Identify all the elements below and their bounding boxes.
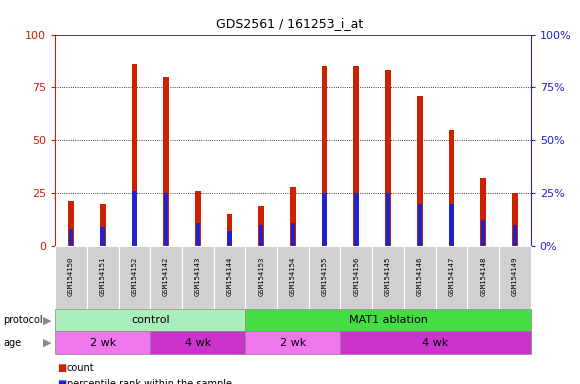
Text: ■: ■ bbox=[57, 379, 66, 384]
Bar bbox=[245, 246, 277, 309]
Bar bbox=[55, 331, 150, 354]
Bar bbox=[436, 246, 467, 309]
Bar bbox=[150, 246, 182, 309]
Bar bbox=[227, 214, 233, 246]
Text: 4 wk: 4 wk bbox=[422, 338, 449, 348]
Bar bbox=[195, 191, 201, 246]
Bar bbox=[499, 246, 531, 309]
Text: 4 wk: 4 wk bbox=[184, 338, 211, 348]
Bar bbox=[164, 193, 168, 246]
Text: GSM154153: GSM154153 bbox=[258, 257, 264, 296]
Bar bbox=[386, 193, 390, 246]
Bar bbox=[277, 246, 309, 309]
Bar bbox=[150, 331, 245, 354]
Bar bbox=[132, 191, 136, 246]
Text: GSM154143: GSM154143 bbox=[195, 257, 201, 296]
Bar bbox=[291, 223, 295, 246]
Bar bbox=[55, 309, 245, 331]
Text: GSM154156: GSM154156 bbox=[353, 257, 360, 296]
Bar bbox=[480, 178, 486, 246]
Bar bbox=[385, 71, 391, 246]
Bar bbox=[290, 187, 296, 246]
Bar bbox=[404, 246, 436, 309]
Bar bbox=[195, 223, 200, 246]
Text: 2 wk: 2 wk bbox=[280, 338, 306, 348]
Bar bbox=[513, 225, 517, 246]
Bar bbox=[372, 246, 404, 309]
Text: GSM154146: GSM154146 bbox=[416, 257, 423, 296]
Text: GSM154150: GSM154150 bbox=[68, 257, 74, 296]
Bar bbox=[340, 331, 531, 354]
Bar bbox=[118, 246, 150, 309]
Bar bbox=[227, 231, 231, 246]
Text: GSM154148: GSM154148 bbox=[480, 257, 486, 296]
Text: MAT1 ablation: MAT1 ablation bbox=[349, 315, 427, 325]
Bar bbox=[512, 193, 518, 246]
Bar bbox=[182, 246, 213, 309]
Text: GSM154147: GSM154147 bbox=[448, 257, 455, 296]
Bar bbox=[69, 229, 73, 246]
Bar bbox=[100, 204, 106, 246]
Bar bbox=[132, 64, 137, 246]
Bar bbox=[163, 77, 169, 246]
Text: 2 wk: 2 wk bbox=[89, 338, 116, 348]
Bar bbox=[481, 220, 485, 246]
Bar bbox=[245, 331, 340, 354]
Text: GSM154145: GSM154145 bbox=[385, 257, 391, 296]
Bar bbox=[448, 130, 454, 246]
Bar bbox=[354, 193, 358, 246]
Text: GSM154155: GSM154155 bbox=[321, 257, 328, 296]
Bar bbox=[245, 309, 531, 331]
Text: GSM154144: GSM154144 bbox=[226, 257, 233, 296]
Text: protocol: protocol bbox=[3, 315, 42, 325]
Bar bbox=[340, 246, 372, 309]
Bar bbox=[418, 204, 422, 246]
Text: GSM154151: GSM154151 bbox=[100, 257, 106, 296]
Text: count: count bbox=[67, 363, 95, 373]
Bar bbox=[68, 202, 74, 246]
Text: percentile rank within the sample: percentile rank within the sample bbox=[67, 379, 231, 384]
Text: control: control bbox=[131, 315, 169, 325]
Bar bbox=[322, 193, 327, 246]
Text: ■: ■ bbox=[57, 363, 66, 373]
Text: ▶: ▶ bbox=[42, 315, 51, 325]
Bar bbox=[258, 206, 264, 246]
Bar bbox=[353, 66, 359, 246]
Text: GDS2561 / 161253_i_at: GDS2561 / 161253_i_at bbox=[216, 17, 364, 30]
Bar bbox=[450, 204, 454, 246]
Bar bbox=[259, 225, 263, 246]
Bar bbox=[55, 246, 87, 309]
Text: GSM154149: GSM154149 bbox=[512, 257, 518, 296]
Bar bbox=[213, 246, 245, 309]
Text: GSM154152: GSM154152 bbox=[131, 257, 137, 296]
Bar bbox=[417, 96, 423, 246]
Text: GSM154142: GSM154142 bbox=[163, 257, 169, 296]
Bar bbox=[87, 246, 118, 309]
Bar bbox=[309, 246, 340, 309]
Text: age: age bbox=[3, 338, 21, 348]
Bar bbox=[467, 246, 499, 309]
Bar bbox=[322, 66, 328, 246]
Text: GSM154154: GSM154154 bbox=[290, 257, 296, 296]
Bar bbox=[100, 227, 105, 246]
Text: ▶: ▶ bbox=[42, 338, 51, 348]
